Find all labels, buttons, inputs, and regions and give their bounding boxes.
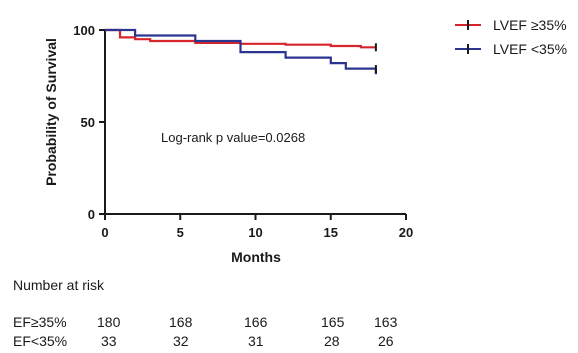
x-axis-title: Months [231,249,281,265]
y-tick-label: 50 [81,115,95,130]
risk-row-label: EF<35% [13,333,68,349]
risk-value: 28 [324,333,340,349]
y-axis-ticks: 0 50 100 [73,23,105,222]
log-rank-annotation: Log-rank p value=0.0268 [161,130,305,145]
plot-area: 0 5 10 15 20 0 50 100 [73,23,413,240]
x-axis-ticks: 0 5 10 15 20 [101,214,413,240]
x-tick-label: 5 [177,225,184,240]
x-tick-label: 20 [399,225,413,240]
risk-value: 166 [244,314,268,330]
y-axis-title: Probability of Survival [43,38,59,186]
risk-row-ef-lt35: EF<35% 33 32 31 28 26 [0,333,578,349]
risk-row-ef-ge35: EF≥35% 180 168 166 165 163 [0,314,578,330]
risk-value: 163 [374,314,398,330]
x-tick-label: 15 [324,225,338,240]
risk-value: 165 [321,314,345,330]
risk-value: 26 [378,333,394,349]
risk-value: 32 [173,333,189,349]
legend: LVEF ≥35% LVEF <35% [455,17,567,57]
risk-value: 168 [169,314,193,330]
series-layer [105,28,377,75]
legend-label-lvef-lt35: LVEF <35% [493,41,567,57]
legend-label-lvef-ge35: LVEF ≥35% [493,17,567,33]
legend-item-lvef-ge35: LVEF ≥35% [455,17,567,33]
km-curve-lvef-lt35 [105,28,377,75]
number-at-risk-title: Number at risk [13,277,105,293]
km-curve-lvef-ge35 [105,28,376,49]
x-tick-label: 10 [248,225,262,240]
y-tick-label: 0 [88,207,95,222]
y-tick-label: 100 [73,23,95,38]
risk-value: 33 [101,333,117,349]
x-tick-label: 0 [101,225,108,240]
legend-item-lvef-lt35: LVEF <35% [455,41,567,57]
risk-value: 31 [248,333,264,349]
risk-row-label: EF≥35% [13,314,67,330]
risk-value: 180 [97,314,121,330]
